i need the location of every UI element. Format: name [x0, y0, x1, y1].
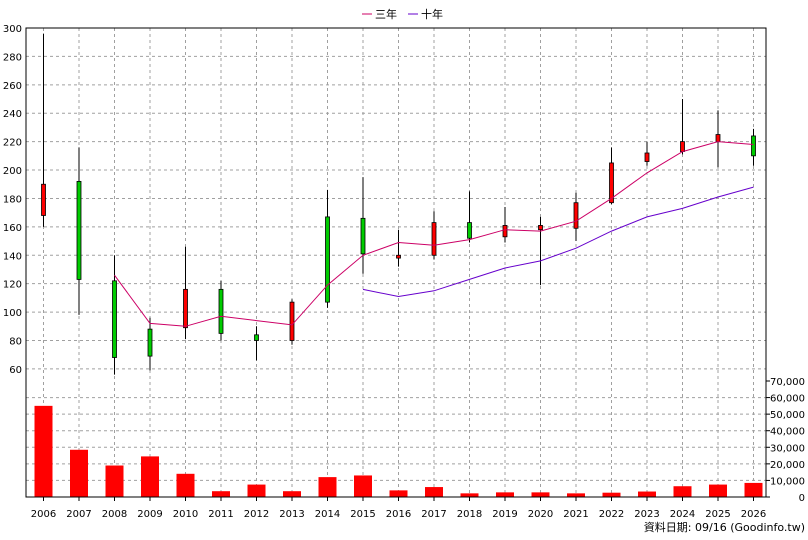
ma3-line — [114, 141, 754, 327]
price-tick-label: 100 — [3, 308, 22, 319]
price-tick-label: 260 — [3, 81, 22, 92]
legend-ma3-label: 三年 — [375, 7, 397, 21]
candle-body — [254, 334, 259, 341]
candle-body — [502, 225, 508, 238]
candle-body — [147, 328, 153, 357]
candle-body — [573, 202, 579, 229]
volume-bar — [212, 491, 230, 497]
plot-frame — [25, 27, 767, 498]
volume-bar — [744, 482, 763, 497]
volume-bar — [389, 490, 408, 497]
year-tick-label: 2024 — [670, 509, 695, 520]
candle-body — [218, 288, 224, 334]
candle-body — [715, 134, 721, 143]
price-tick-label: 180 — [3, 194, 22, 205]
volume-tick-label: 70,000 — [770, 377, 805, 388]
year-tick-label: 2009 — [137, 509, 162, 520]
volume-bars — [34, 405, 763, 497]
candle-body — [183, 288, 188, 329]
price-tick-label: 60 — [9, 365, 22, 376]
plot-border — [25, 27, 767, 498]
price-tick-label: 140 — [3, 251, 22, 262]
candle-body — [112, 280, 117, 358]
year-tick-label: 2014 — [315, 509, 340, 520]
volume-bar — [34, 405, 53, 497]
year-tick-label: 2017 — [421, 509, 446, 520]
year-tick-label: 2021 — [563, 509, 588, 520]
price-tick-label: 80 — [9, 336, 22, 347]
year-tick-label: 2023 — [634, 509, 659, 520]
candlesticks — [41, 33, 756, 375]
candle-body — [609, 162, 614, 204]
volume-bar — [496, 492, 514, 497]
candle-body — [467, 222, 472, 239]
volume-bar — [567, 493, 585, 497]
volume-bar — [354, 475, 372, 497]
volume-bar — [176, 473, 195, 497]
axis-ticks: 60 80 100 120 140 160 180 200 220 240 260 280 300 200… — [3, 24, 805, 520]
year-tick-label: 2026 — [741, 509, 766, 520]
price-tick-label: 220 — [3, 138, 22, 149]
legend-ma10-label: 十年 — [421, 7, 443, 21]
year-tick-label: 2015 — [350, 509, 375, 520]
volume-bar — [141, 456, 159, 497]
volume-tick-label: 50,000 — [770, 410, 805, 421]
price-tick-label: 160 — [3, 223, 22, 234]
volume-tick-label: 0 — [799, 493, 805, 504]
legend: 三年 十年 — [362, 7, 443, 21]
year-tick-label: 2011 — [208, 509, 233, 520]
year-tick-label: 2016 — [386, 509, 411, 520]
price-tick-label: 200 — [3, 166, 22, 177]
year-tick-label: 2018 — [457, 509, 482, 520]
volume-bar — [70, 449, 88, 497]
candle-body — [644, 152, 650, 162]
volume-tick-label: 40,000 — [770, 427, 805, 438]
volume-tick-label: 60,000 — [770, 394, 805, 405]
volume-bar — [709, 484, 727, 497]
price-tick-label: 280 — [3, 52, 22, 63]
price-tick-label: 120 — [3, 280, 22, 291]
candle-body — [751, 135, 756, 157]
volume-bar — [283, 491, 301, 497]
volume-bar — [460, 493, 479, 497]
moving-average-lines — [114, 141, 754, 327]
year-tick-label: 2008 — [102, 509, 127, 520]
candle-body — [41, 183, 46, 216]
year-tick-label: 2006 — [31, 509, 56, 520]
candle-body — [325, 216, 330, 303]
year-tick-label: 2010 — [173, 509, 198, 520]
year-tick-label: 2020 — [528, 509, 553, 520]
volume-bar — [247, 484, 266, 497]
year-tick-label: 2012 — [244, 509, 269, 520]
volume-tick-label: 20,000 — [770, 460, 805, 471]
candle-body — [538, 225, 543, 231]
candle-body — [396, 254, 401, 259]
candle-body — [289, 301, 295, 341]
volume-bar — [318, 477, 337, 497]
grid-lines — [26, 28, 766, 497]
candle-body — [360, 217, 366, 255]
year-tick-label: 2022 — [599, 509, 624, 520]
year-tick-label: 2013 — [279, 509, 304, 520]
volume-bar — [531, 492, 550, 497]
candle-body — [76, 181, 82, 280]
volume-bar — [105, 465, 124, 497]
price-tick-label: 300 — [3, 24, 22, 35]
volume-bar — [602, 492, 621, 497]
year-tick-label: 2007 — [66, 509, 91, 520]
volume-bar — [638, 491, 656, 497]
volume-bar — [425, 487, 443, 497]
volume-tick-label: 10,000 — [770, 476, 805, 487]
price-tick-label: 240 — [3, 109, 22, 120]
candle-body — [431, 222, 437, 256]
candle-body — [680, 141, 685, 152]
year-tick-label: 2019 — [492, 509, 517, 520]
ma10-line — [362, 186, 754, 298]
volume-tick-label: 30,000 — [770, 443, 805, 454]
volume-bar — [673, 486, 692, 497]
year-tick-label: 2025 — [705, 509, 730, 520]
source-footer: 資料日期: 09/16 (Goodinfo.tw) — [644, 520, 805, 534]
